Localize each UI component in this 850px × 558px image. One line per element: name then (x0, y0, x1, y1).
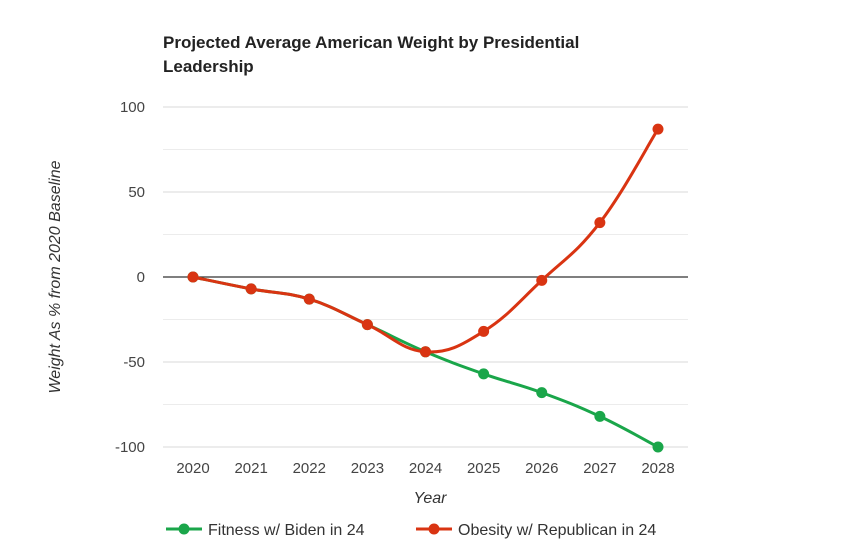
legend[interactable]: Fitness w/ Biden in 24 Obesity w/ Republi… (166, 522, 656, 539)
chart-title-line-1: Projected Average American Weight by Pre… (163, 33, 579, 52)
data-point[interactable] (361, 319, 373, 331)
x-tick-label: 2025 (467, 460, 500, 477)
gridlines (163, 106, 688, 448)
data-point[interactable] (536, 274, 548, 286)
x-axis-title: Year (414, 490, 448, 507)
x-tick-label: 2026 (525, 460, 558, 477)
legend-item[interactable]: Fitness w/ Biden in 24 (166, 522, 365, 539)
data-point[interactable] (536, 387, 548, 399)
y-tick-label: -100 (115, 439, 145, 456)
x-tick-label: 2020 (176, 460, 209, 477)
series-line (191, 127, 660, 354)
x-tick-label: 2027 (583, 460, 616, 477)
data-point[interactable] (478, 325, 490, 337)
legend-item[interactable]: Obesity w/ Republican in 24 (416, 522, 656, 539)
data-point[interactable] (652, 441, 664, 453)
data-point[interactable] (420, 346, 431, 358)
y-axis-title: Weight As % from 2020 Baseline (47, 160, 64, 393)
legend-swatch-marker (428, 523, 440, 535)
legend-label: Obesity w/ Republican in 24 (458, 522, 656, 539)
data-point[interactable] (245, 283, 257, 295)
data-point[interactable] (478, 368, 490, 380)
data-point[interactable] (187, 271, 199, 283)
x-tick-label: 2028 (641, 460, 674, 477)
y-tick-label: 100 (120, 99, 145, 116)
y-tick-label: 0 (137, 269, 145, 286)
x-tick-label: 2024 (409, 460, 442, 477)
x-tick-label: 2021 (234, 460, 267, 477)
series-obesity (187, 123, 664, 358)
data-point[interactable] (594, 410, 606, 422)
series-lines (187, 123, 664, 453)
legend-swatch-marker (178, 523, 190, 535)
x-tick-label: 2023 (351, 460, 384, 477)
data-point[interactable] (652, 123, 664, 135)
chart-title-line-2: Leadership (163, 57, 254, 76)
data-point[interactable] (303, 293, 315, 305)
y-tick-label: 50 (128, 184, 145, 201)
legend-label: Fitness w/ Biden in 24 (208, 522, 365, 539)
data-point[interactable] (594, 217, 606, 229)
x-tick-label: 2022 (293, 460, 326, 477)
y-tick-label: -50 (123, 354, 145, 371)
x-axis-ticks: 2020 2021 2022 2023 2024 2025 2026 2027 2028 (176, 460, 674, 477)
y-axis-ticks: 100 50 0 -50 -100 (115, 99, 145, 456)
